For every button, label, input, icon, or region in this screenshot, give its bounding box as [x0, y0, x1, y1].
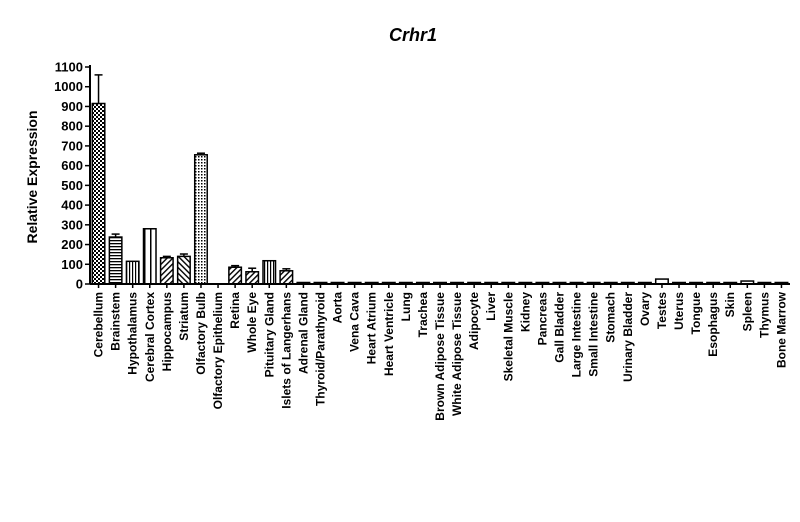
bar: [279, 270, 294, 285]
x-tick-label: Heart Ventricle: [382, 292, 396, 376]
x-tick-label: Brown Adipose Tissue: [433, 292, 447, 421]
y-tick-label: 400: [61, 198, 83, 213]
x-tick-label: Striatum: [177, 292, 191, 341]
y-tick-label: 900: [61, 99, 83, 114]
x-tick-label: Kidney: [518, 292, 532, 332]
x-tick-label: Urinary Bladder: [621, 292, 635, 382]
x-tick-label: Adipocyte: [467, 292, 481, 350]
bar: [159, 257, 174, 285]
y-axis-ticks: 0 100 200 300 400 500 600 700 800 900 1000 1100: [54, 60, 90, 292]
x-tick-label: Ovary: [638, 292, 652, 326]
x-tick-label: Liver: [484, 292, 498, 321]
x-tick-label: Adrenal Gland: [296, 292, 310, 374]
x-axis-labels: Cerebellum Brainstem Hypothalamus Cerebral …: [92, 284, 788, 421]
x-tick-label: Spleen: [740, 292, 754, 331]
x-tick-label: Testes: [655, 292, 669, 329]
x-tick-label: Lung: [399, 292, 413, 321]
x-tick-label: White Adipose Tissue: [450, 292, 464, 416]
x-tick-label: Tongue: [689, 292, 703, 335]
y-tick-label: 500: [61, 178, 83, 193]
x-tick-label: Retina: [228, 292, 242, 329]
x-tick-label: Islets of Langerhans: [279, 292, 293, 409]
bar: [91, 102, 106, 285]
bar: [125, 260, 140, 285]
y-tick-label: 100: [61, 257, 83, 272]
x-tick-label: Vena Cava: [348, 292, 362, 352]
x-tick-label: Pituitary Gland: [262, 292, 276, 377]
bar: [262, 259, 277, 285]
x-tick-label: Large Intestine: [570, 292, 584, 378]
x-tick-label: Bone Marrow: [774, 291, 788, 368]
x-tick-label: Thyroid/Parathyroid: [313, 292, 327, 406]
x-tick-label: Trachea: [416, 292, 430, 338]
bar: [108, 236, 123, 285]
x-tick-label: Heart Atrium: [365, 292, 379, 364]
x-tick-label: Skin: [723, 292, 737, 317]
y-tick-label: 800: [61, 119, 83, 134]
bar: [228, 266, 243, 285]
x-tick-label: Uterus: [672, 292, 686, 330]
x-tick-label: Aorta: [331, 292, 345, 324]
y-tick-label: 1100: [55, 60, 83, 75]
bar: [193, 154, 208, 285]
y-tick-label: 0: [76, 277, 83, 292]
y-axis-label: Relative Expression: [24, 110, 40, 243]
x-tick-label: Olfactory Epithelium: [211, 292, 225, 409]
x-tick-label: Thymus: [757, 292, 771, 338]
x-tick-label: Hypothalamus: [126, 292, 140, 375]
x-tick-label: Pancreas: [535, 292, 549, 346]
x-tick-label: Olfactory Bulb: [194, 292, 208, 375]
x-tick-label: Cerebral Cortex: [143, 292, 157, 382]
bar: [176, 255, 191, 285]
chart-title: Crhr1: [389, 25, 437, 45]
bar: [142, 228, 157, 285]
y-tick-label: 300: [61, 217, 83, 232]
x-tick-label: Small Intestine: [587, 292, 601, 377]
x-tick-label: Skeletal Muscle: [501, 292, 515, 382]
x-tick-label: Stomach: [604, 292, 618, 343]
x-tick-label: Whole Eye: [245, 292, 259, 353]
x-tick-label: Brainstem: [109, 292, 123, 351]
x-tick-label: Cerebellum: [92, 292, 106, 357]
y-tick-label: 600: [61, 158, 83, 173]
y-tick-label: 200: [61, 237, 83, 252]
x-tick-label: Gall Bladder: [553, 292, 567, 363]
x-tick-label: Hippocampus: [160, 292, 174, 372]
y-tick-label: 700: [61, 138, 83, 153]
y-tick-label: 1000: [54, 79, 83, 94]
bars-group: [91, 74, 789, 285]
x-tick-label: Esophagus: [706, 292, 720, 357]
bar: [245, 271, 260, 285]
